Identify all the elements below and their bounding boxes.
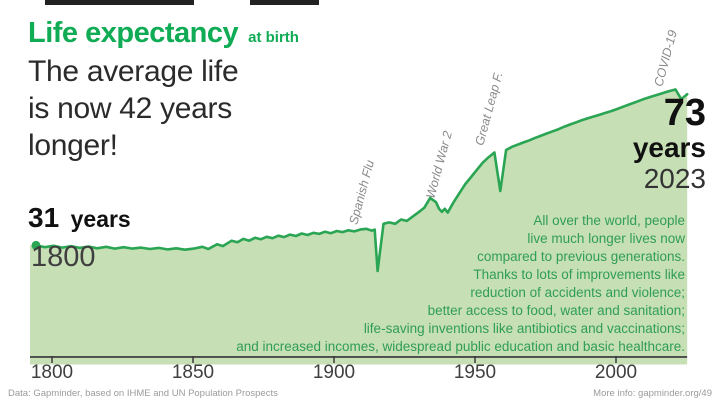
explainer-paragraph: All over the world, people live much long… (236, 212, 685, 356)
explainer-line: compared to previous generations. (477, 249, 685, 264)
headline-line: The average life (28, 55, 239, 88)
x-axis-tick-label: 1900 (312, 362, 356, 383)
explainer-line: reduction of accidents and violence; (470, 285, 685, 300)
headline: The average life is now 42 years longer! (28, 53, 239, 164)
explainer-line: life-saving inventions like antibiotics … (363, 321, 685, 336)
end-marker-label: 73 years 2023 (633, 93, 706, 195)
cropped-text-artifact-left (45, 0, 194, 5)
start-marker-unit: years (70, 206, 131, 232)
data-source-credit: Data: Gapminder, based on IHME and UN Po… (8, 388, 278, 399)
chart-title-suffix: at birth (248, 29, 299, 46)
x-axis-tick-label: 1800 (30, 362, 74, 383)
end-marker-year: 2023 (643, 163, 706, 194)
axis-band (30, 358, 688, 365)
end-marker-unit: years (632, 132, 706, 163)
chart-title-text: Life expectancy (28, 17, 239, 49)
x-axis-tick-label: 1950 (453, 362, 497, 383)
chart-title: Life expectancy at birth (28, 17, 299, 50)
more-info-link: More info: gapminder.org/49 (593, 388, 712, 399)
life-expectancy-line (34, 88, 689, 273)
start-marker-year: 1800 (31, 241, 96, 273)
explainer-line: Thanks to lots of improvements like (473, 267, 685, 282)
start-marker-value: 31 (28, 202, 60, 233)
x-axis-tick-label: 2000 (594, 362, 638, 383)
explainer-line: better access to food, water and sanitat… (427, 303, 685, 318)
end-marker-value: 73 (663, 92, 706, 134)
x-axis-tick-label: 1850 (171, 362, 215, 383)
headline-line: longer! (28, 129, 118, 162)
explainer-line: and increased incomes, widespread public… (236, 339, 685, 354)
headline-line: is now 42 years (28, 92, 232, 125)
start-marker-label: 31 years (28, 202, 131, 234)
start-data-point (31, 240, 41, 250)
explainer-line: live much longer lives now (527, 231, 685, 246)
cropped-text-artifact-right (250, 0, 319, 5)
explainer-line: All over the world, people (533, 213, 685, 228)
area-fill (30, 89, 688, 357)
